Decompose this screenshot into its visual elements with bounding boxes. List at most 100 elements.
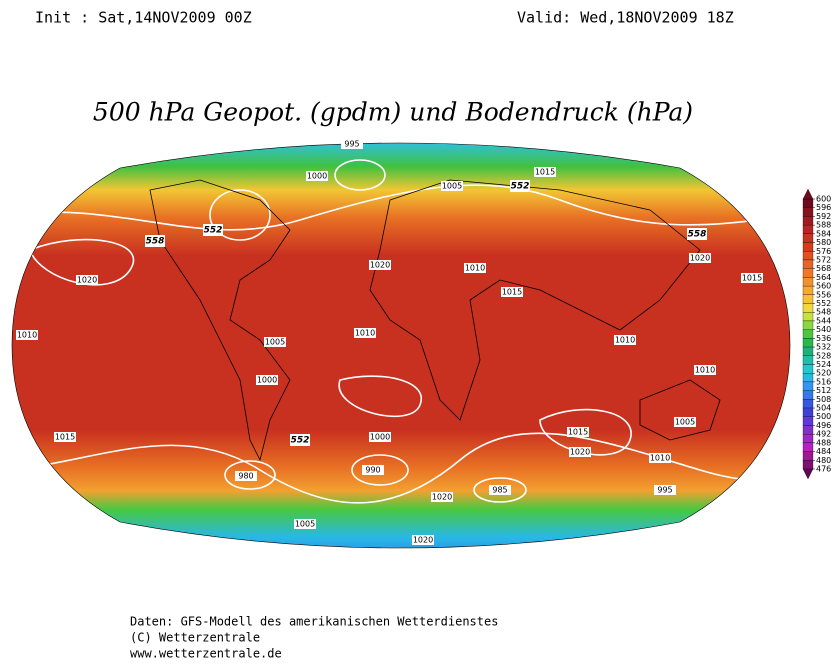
height-label-box — [510, 180, 530, 192]
map-title: 500 hPa Geopot. (gpdm) und Bodendruck (h… — [93, 98, 693, 127]
map-labels: 1010 1015 1020 1005 1000 1010 1020 1010 1015 1010… — [16, 139, 763, 545]
colorbar-box — [802, 390, 814, 400]
isobar-label-box — [54, 432, 76, 442]
isobar-label-box — [354, 328, 376, 338]
colorbar-label: 476 — [816, 465, 831, 474]
isobar-label: 995 — [344, 140, 359, 149]
colorbar-label: 516 — [816, 377, 831, 386]
isobar-label: 1020 — [432, 493, 452, 502]
colorbar-box — [802, 329, 814, 339]
isobar-label: 1020 — [413, 536, 433, 545]
isobar-label-box — [256, 375, 278, 385]
colorbar-box — [802, 216, 814, 226]
colorbar-box — [802, 198, 814, 208]
colorbar-box — [802, 373, 814, 383]
isobar-label-box — [534, 167, 556, 177]
map-field — [12, 143, 790, 548]
contour — [473, 477, 527, 503]
colorbar-label: 560 — [816, 282, 831, 291]
isobar-label: 1015 — [55, 433, 75, 442]
isobar-label-box — [649, 453, 671, 463]
colorbar-label: 564 — [816, 273, 831, 282]
isobar-label: 1020 — [370, 261, 390, 270]
footer-line: (C) Wetterzentrale — [130, 631, 260, 645]
isobar-label-box — [441, 181, 463, 191]
isobar-label-box — [567, 427, 589, 437]
isobar-label-box — [369, 432, 391, 442]
colorbar-box — [802, 460, 814, 470]
colorbar-label: 600 — [816, 195, 831, 204]
colorbar-box — [802, 346, 814, 356]
colorbar-label: 552 — [816, 299, 831, 308]
colorbar-box — [802, 207, 814, 217]
isobar-label: 1010 — [465, 264, 485, 273]
colorbar-box — [802, 259, 814, 269]
isobar-label: 1000 — [307, 172, 327, 181]
isobar-label: 1005 — [295, 520, 315, 529]
footer-line: Daten: GFS-Modell des amerikanischen Wet… — [130, 615, 498, 629]
height-label: 552 — [291, 436, 310, 446]
isobar-label-box — [501, 287, 523, 297]
isobar-label-box — [294, 519, 316, 529]
colorbar-box — [802, 425, 814, 435]
colorbar-box — [802, 294, 814, 304]
map-border — [11, 142, 791, 549]
colorbar-label: 512 — [816, 386, 831, 395]
colorbar-box — [802, 312, 814, 322]
contour — [539, 408, 632, 456]
isobar-label: 980 — [238, 472, 253, 481]
colorbar-label: 484 — [816, 447, 831, 456]
isobar-label: 1010 — [695, 366, 715, 375]
isobar-label-box — [76, 275, 98, 285]
isobar-label-box — [654, 485, 676, 495]
isobar-label-box — [741, 273, 763, 283]
colorbar-label: 568 — [816, 264, 831, 273]
height-label-box — [203, 224, 223, 236]
footer-line: www.wetterzentrale.de — [130, 647, 282, 661]
height-field — [12, 143, 790, 548]
isobar-label: 985 — [492, 486, 507, 495]
colorbar-box — [802, 364, 814, 374]
colorbar-box — [802, 251, 814, 261]
colorbar-label: 500 — [816, 412, 831, 421]
height-label: 552 — [511, 182, 530, 192]
contour — [29, 238, 135, 286]
isobar-label-box — [694, 365, 716, 375]
colorbar-box — [802, 320, 814, 330]
isobar-label-box — [235, 471, 257, 481]
colorbar-label: 576 — [816, 247, 831, 256]
colorbar-label: 556 — [816, 290, 831, 299]
contour — [12, 184, 790, 231]
colorbar-label: 580 — [816, 238, 831, 247]
colorbar-label: 536 — [816, 334, 831, 343]
isobar-label: 1000 — [370, 433, 390, 442]
init-time: Init : Sat,14NOV2009 00Z — [35, 9, 252, 27]
colorbar-label: 496 — [816, 421, 831, 430]
colorbar-label: 596 — [816, 203, 831, 212]
isobar-label-box — [464, 263, 486, 273]
isobar-label: 1010 — [355, 329, 375, 338]
isobar-label: 1015 — [502, 288, 522, 297]
colorbar-label: 492 — [816, 430, 831, 439]
isobar-label: 1005 — [442, 182, 462, 191]
isobar-label: 1020 — [690, 254, 710, 263]
isobar-label-box — [341, 139, 363, 149]
isobar-label: 1015 — [535, 168, 555, 177]
isobar-label-box — [489, 485, 511, 495]
colorbar-box — [802, 338, 814, 348]
colorbar-label: 548 — [816, 308, 831, 317]
colorbar-box — [802, 399, 814, 409]
isobar-label-box — [264, 337, 286, 347]
isobar-label: 995 — [657, 486, 672, 495]
colorbar-label: 504 — [816, 404, 831, 413]
isobar-label-box — [412, 535, 434, 545]
colorbar-label: 528 — [816, 351, 831, 360]
isobar-label: 1020 — [77, 276, 97, 285]
colorbar-label: 588 — [816, 221, 831, 230]
colorbar-label: 480 — [816, 456, 831, 465]
colorbar-box — [802, 303, 814, 313]
isobar-label: 1005 — [675, 418, 695, 427]
isobar-label-box — [689, 253, 711, 263]
coastline — [369, 179, 701, 421]
